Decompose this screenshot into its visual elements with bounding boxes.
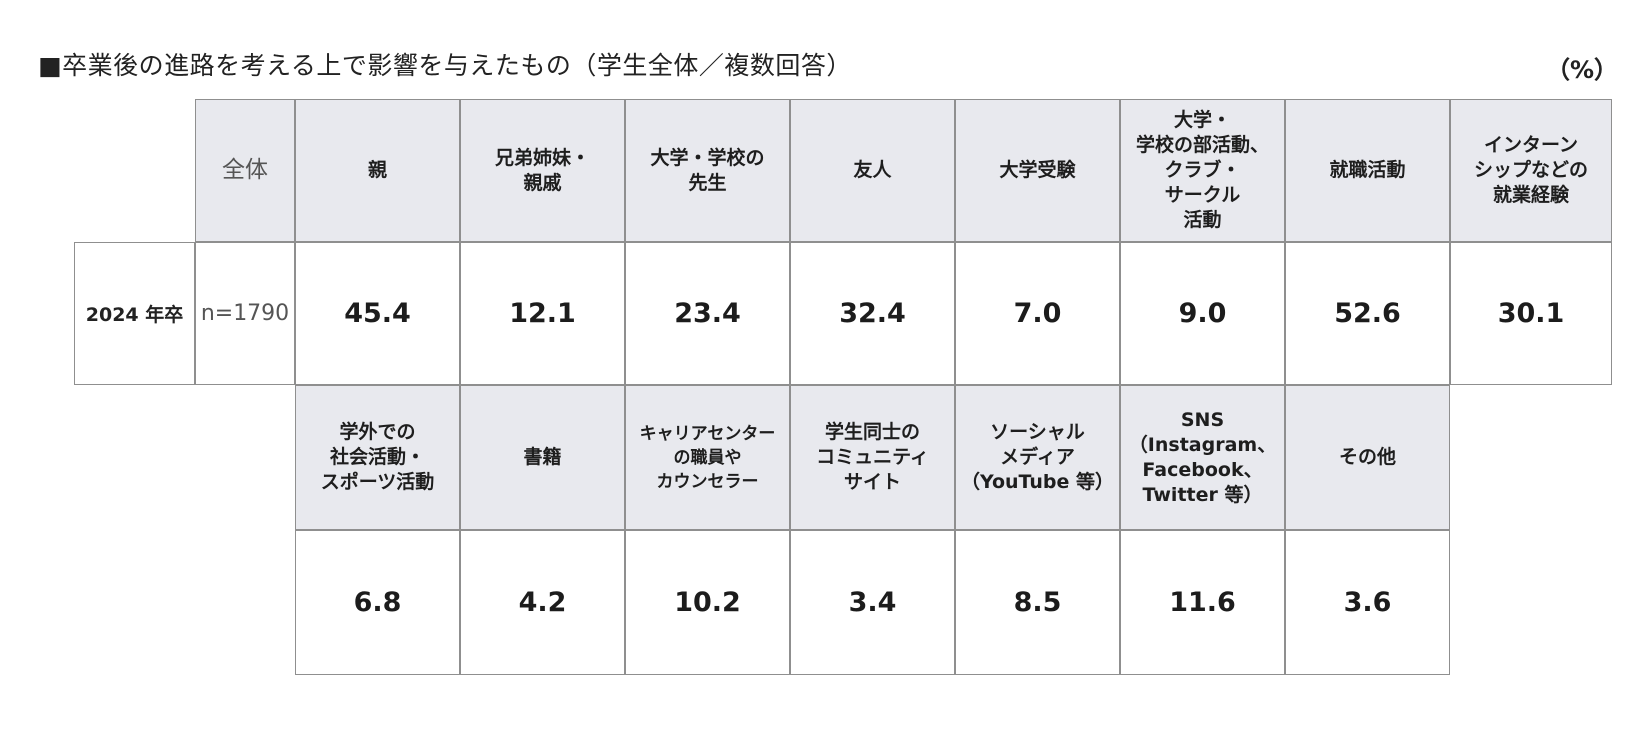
header-club-activities: 大学・ 学校の部活動、 クラブ・ サークル 活動 [1120,99,1285,242]
value-entrance-exam: 7.0 [955,242,1120,385]
value-social-media: 8.5 [955,530,1120,675]
header-sns: SNS （Instagram、 Facebook、 Twitter 等） [1120,385,1285,530]
value-friends: 32.4 [790,242,955,385]
header-total: 全体 [195,99,295,242]
value-parents: 45.4 [295,242,460,385]
row-label-year: 2024 年卒 [74,242,195,385]
value-student-community: 3.4 [790,530,955,675]
header-friends: 友人 [790,99,955,242]
value-other: 3.6 [1285,530,1450,675]
value-teachers: 23.4 [625,242,790,385]
header-outside-activities: 学外での 社会活動・ スポーツ活動 [295,385,460,530]
value-career-center: 10.2 [625,530,790,675]
unit-label: （%） [1545,56,1618,84]
header-teachers: 大学・学校の 先生 [625,99,790,242]
value-job-hunting: 52.6 [1285,242,1450,385]
value-club-activities: 9.0 [1120,242,1285,385]
header-parents: 親 [295,99,460,242]
value-books: 4.2 [460,530,625,675]
header-books: 書籍 [460,385,625,530]
header-job-hunting: 就職活動 [1285,99,1450,242]
header-entrance-exam: 大学受験 [955,99,1120,242]
table-title: ■卒業後の進路を考える上で影響を与えたもの（学生全体／複数回答） [38,51,852,80]
value-outside-activities: 6.8 [295,530,460,675]
header-student-community: 学生同士の コミュニティ サイト [790,385,955,530]
header-social-media: ソーシャル メディア （YouTube 等） [955,385,1120,530]
header-career-center: キャリアセンター の職員や カウンセラー [625,385,790,530]
value-internship: 30.1 [1450,242,1612,385]
header-internship: インターン シップなどの 就業経験 [1450,99,1612,242]
value-siblings-relatives: 12.1 [460,242,625,385]
sample-size: n=1790 [195,242,295,385]
value-sns: 11.6 [1120,530,1285,675]
header-siblings-relatives: 兄弟姉妹・ 親戚 [460,99,625,242]
header-other: その他 [1285,385,1450,530]
